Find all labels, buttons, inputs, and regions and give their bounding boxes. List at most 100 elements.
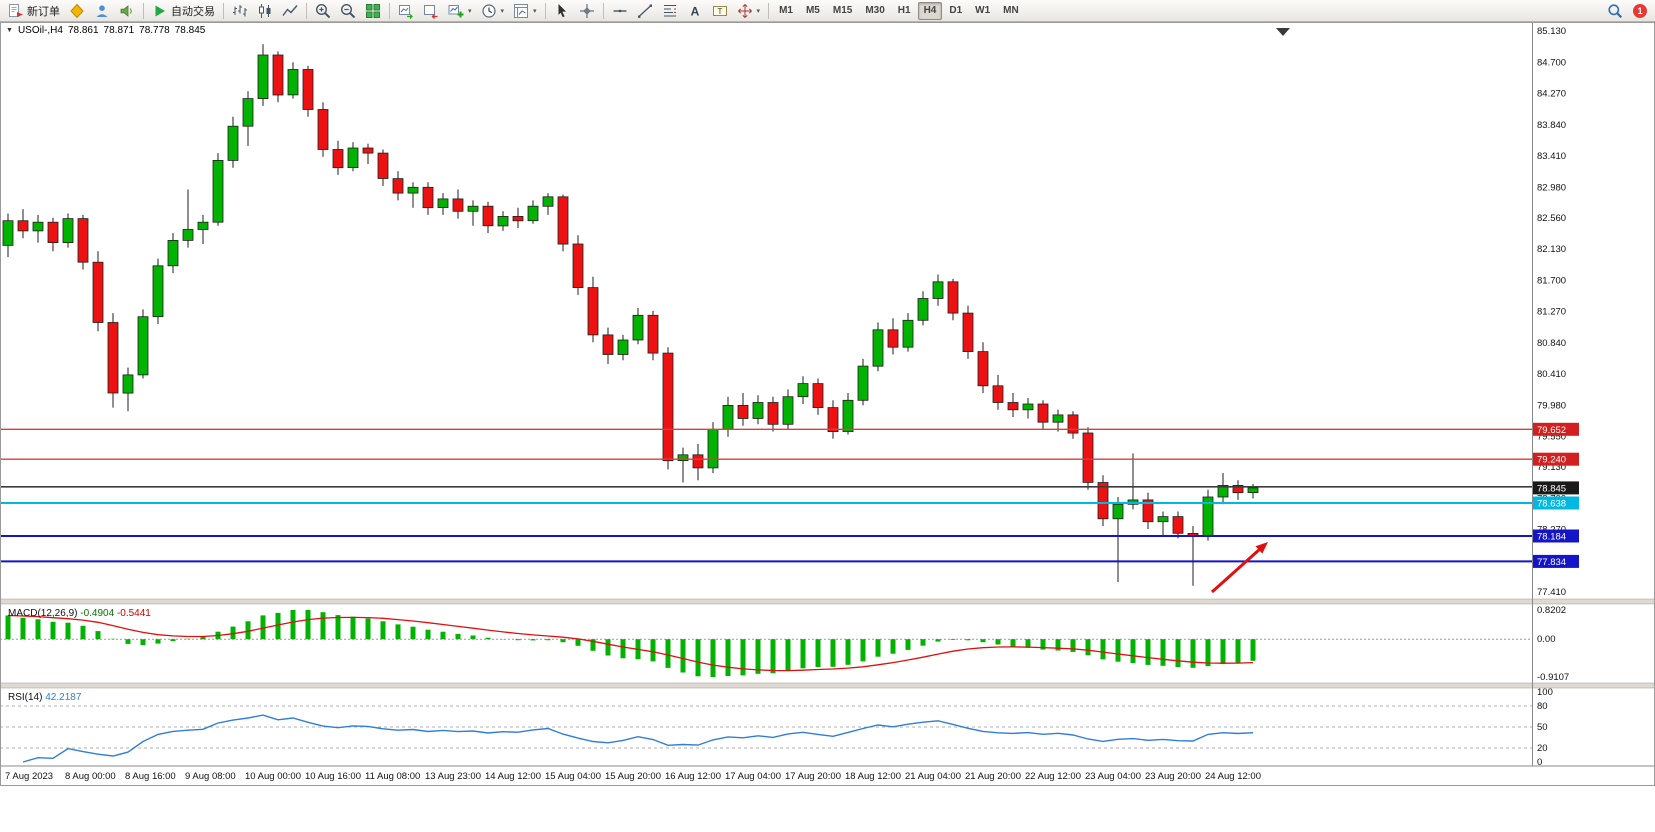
auto-trading-button[interactable]: 自动交易 — [148, 1, 219, 21]
tile-windows-icon[interactable] — [361, 1, 385, 21]
trendline-icon-glyph — [637, 4, 652, 18]
timeframe-h4-button[interactable]: H4 — [917, 1, 943, 20]
market-icon[interactable] — [65, 1, 89, 21]
button-label: 自动交易 — [171, 5, 215, 18]
svg-text:81.270: 81.270 — [1537, 307, 1566, 318]
timeframe-m30-button[interactable]: M30 — [859, 2, 890, 20]
svg-text:82.130: 82.130 — [1537, 244, 1566, 255]
auto-scroll-icon[interactable] — [394, 1, 418, 21]
price-axis[interactable]: 85.130 84.700 84.270 83.840 83.410 82.980 82.5… — [1537, 26, 1566, 598]
svg-text:79.652: 79.652 — [1537, 425, 1566, 436]
bar-chart-icon[interactable] — [228, 1, 252, 21]
svg-text:7 Aug 2023: 7 Aug 2023 — [5, 771, 53, 782]
timeframe-w1-button[interactable]: W1 — [969, 2, 996, 20]
empty-client-area — [0, 786, 1655, 832]
chevron-down-icon: ▾ — [756, 7, 761, 15]
zoom-in-icon[interactable] — [311, 1, 335, 21]
chart-window-border — [0, 22, 1655, 786]
toolbar-separator — [602, 2, 604, 19]
svg-text:84.700: 84.700 — [1537, 57, 1566, 68]
svg-text:18 Aug 12:00: 18 Aug 12:00 — [845, 771, 901, 782]
line-chart-icon[interactable] — [278, 1, 302, 21]
chart-surface[interactable]: 85.130 84.700 84.270 83.840 83.410 82.980 82.5… — [0, 22, 1655, 786]
pane-splitter[interactable] — [0, 682, 1655, 689]
svg-text:100: 100 — [1537, 687, 1553, 698]
signals-icon[interactable] — [90, 1, 114, 21]
svg-text:16 Aug 12:00: 16 Aug 12:00 — [665, 771, 721, 782]
candles-layer — [2, 44, 1259, 586]
text-icon[interactable]: A — [683, 1, 707, 21]
market-icon-glyph — [70, 3, 84, 18]
svg-text:84.270: 84.270 — [1537, 89, 1566, 100]
svg-text:24 Aug 12:00: 24 Aug 12:00 — [1205, 771, 1261, 782]
svg-text:20: 20 — [1537, 743, 1548, 754]
svg-text:80.410: 80.410 — [1537, 369, 1566, 380]
svg-text:14 Aug 12:00: 14 Aug 12:00 — [485, 771, 541, 782]
chart-window[interactable]: 85.130 84.700 84.270 83.840 83.410 82.980 82.5… — [0, 22, 1655, 786]
svg-text:50: 50 — [1537, 722, 1548, 733]
timeframe-m5-button[interactable]: M5 — [800, 2, 826, 20]
toolbar-separator — [223, 2, 224, 19]
search-icon[interactable] — [1603, 1, 1627, 21]
chevron-down-icon: ▾ — [533, 7, 537, 15]
svg-text:10 Aug 00:00: 10 Aug 00:00 — [245, 771, 301, 782]
arrows-glyph — [737, 3, 752, 18]
price-tag: 78.638 — [1533, 496, 1579, 510]
new-chart-glyph — [448, 4, 464, 17]
chevron-down-icon: ▾ — [500, 7, 505, 15]
fibonacci-icon[interactable] — [658, 1, 682, 21]
periods-glyph — [481, 3, 496, 18]
text-label-icon[interactable]: T — [708, 1, 732, 21]
one-click-trading-icon[interactable]: ▼ — [6, 27, 13, 34]
pane-splitter[interactable] — [0, 598, 1655, 605]
timeframe-mn-button[interactable]: MN — [997, 2, 1025, 20]
svg-text:21 Aug 20:00: 21 Aug 20:00 — [965, 771, 1021, 782]
new-order-glyph — [9, 3, 23, 17]
new-chart-dropdown[interactable]: ▾ — [444, 1, 476, 21]
timeframe-h1-button[interactable]: H1 — [892, 2, 917, 20]
trendline-icon[interactable] — [633, 1, 657, 21]
timeframe-m1-button[interactable]: M1 — [773, 2, 799, 20]
svg-text:78.845: 78.845 — [1537, 483, 1566, 494]
ohlc-high: 78.871 — [103, 25, 135, 36]
news-icon[interactable] — [115, 1, 139, 21]
line-chart-icon-glyph — [282, 4, 298, 16]
price-tag: 79.240 — [1533, 452, 1579, 466]
chart-shift-icon[interactable] — [419, 1, 443, 21]
ohlc-close: 78.845 — [174, 25, 206, 36]
svg-text:85.130: 85.130 — [1537, 26, 1566, 37]
cursor-icon-glyph — [558, 3, 566, 17]
horizontal-lines[interactable] — [0, 428, 1532, 563]
auto-trading-glyph — [155, 5, 165, 16]
timeframe-d1-button[interactable]: D1 — [943, 2, 968, 20]
timeframe-m15-button[interactable]: M15 — [827, 2, 858, 20]
notification-badge[interactable]: 1 — [1633, 3, 1647, 18]
svg-text:81.700: 81.700 — [1537, 275, 1566, 286]
svg-text:0.00: 0.00 — [1537, 634, 1556, 645]
arrows-dropdown[interactable]: ▾ — [733, 1, 765, 21]
svg-text:0: 0 — [1537, 757, 1542, 768]
time-axis[interactable]: 7 Aug 2023 8 Aug 00:00 8 Aug 16:00 9 Aug 08… — [5, 771, 1261, 782]
symbol-period-label: USOil-,H4 — [17, 25, 63, 36]
toolbar-separator — [306, 2, 307, 19]
templates-glyph — [514, 3, 529, 18]
templates-dropdown[interactable]: ▾ — [509, 1, 541, 21]
zoom-out-icon[interactable] — [336, 1, 360, 21]
svg-text:82.560: 82.560 — [1537, 213, 1566, 224]
arrow-annotation[interactable] — [1210, 542, 1268, 594]
svg-text:-0.9107: -0.9107 — [1537, 672, 1569, 683]
candlestick-chart-icon[interactable] — [253, 1, 277, 21]
macd-pane: MACD(12,26,9) -0.4904 -0.5441 0.8202 0.00 -… — [0, 605, 1569, 683]
toolbar-separator — [389, 2, 390, 19]
svg-text:78.638: 78.638 — [1537, 499, 1566, 510]
svg-text:21 Aug 04:00: 21 Aug 04:00 — [905, 771, 961, 782]
svg-text:79.240: 79.240 — [1537, 455, 1566, 466]
svg-text:77.410: 77.410 — [1537, 587, 1566, 598]
cursor-icon[interactable] — [550, 1, 574, 21]
new-order-button[interactable]: 新订单 — [4, 1, 64, 21]
horizontal-line-icon[interactable] — [608, 1, 632, 21]
crosshair-icon[interactable] — [575, 1, 599, 21]
svg-text:23 Aug 04:00: 23 Aug 04:00 — [1085, 771, 1141, 782]
periods-dropdown[interactable]: ▾ — [477, 1, 509, 21]
svg-text:80: 80 — [1537, 701, 1548, 712]
